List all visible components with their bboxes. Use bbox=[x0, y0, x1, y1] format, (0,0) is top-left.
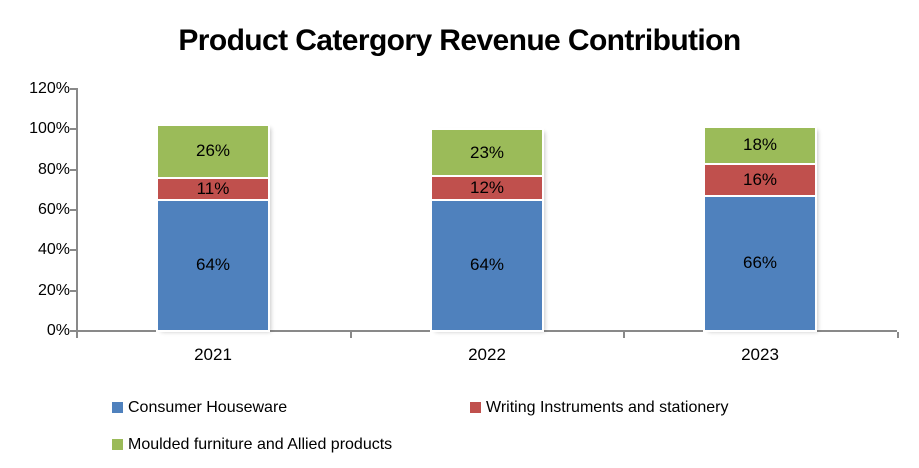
y-axis-label: 80% bbox=[37, 160, 70, 178]
y-axis-tick bbox=[70, 88, 76, 90]
bar-value-label-consumer-2022: 64% bbox=[469, 255, 505, 275]
bar-value-label-moulded-2021: 26% bbox=[195, 141, 231, 161]
segment-writing-2023: 16% bbox=[705, 164, 815, 195]
legend-swatch-moulded bbox=[112, 439, 123, 450]
segment-consumer-2021: 64% bbox=[158, 200, 268, 330]
legend-label-moulded: Moulded furniture and Allied products bbox=[128, 436, 393, 453]
x-axis-label-2023: 2023 bbox=[741, 345, 779, 364]
legend-swatch-consumer bbox=[112, 402, 123, 413]
bar-2022: 23% 12% 64% bbox=[430, 128, 544, 332]
x-axis-tick bbox=[623, 332, 626, 338]
y-axis-tick bbox=[70, 289, 76, 292]
y-axis-label: 60% bbox=[37, 201, 70, 218]
x-axis-tick bbox=[76, 332, 78, 338]
bar-value-label-consumer-2023: 66% bbox=[742, 253, 778, 273]
bar-2021: 26% 11% 64% bbox=[156, 124, 270, 332]
bar-value-label-writing-2021: 11% bbox=[196, 178, 230, 198]
y-axis-label: 100% bbox=[29, 120, 70, 138]
segment-writing-2021: 11% bbox=[158, 178, 268, 199]
bar-value-label-moulded-2023: 18% bbox=[742, 135, 778, 155]
bar-value-label-moulded-2022: 23% bbox=[469, 142, 505, 162]
legend: Consumer Houseware Writing Instruments an… bbox=[0, 390, 919, 468]
legend-label-consumer: Consumer Houseware bbox=[128, 399, 288, 416]
x-axis-label-2022: 2022 bbox=[468, 345, 506, 364]
bar-value-label-consumer-2021: 64% bbox=[195, 255, 231, 275]
plot-area: 0% 20% 40% 60% 80% 100% 120% 26% 11% 64% 2021 23% 12… bbox=[29, 80, 899, 364]
y-axis-label: 40% bbox=[37, 241, 70, 259]
y-axis-line bbox=[76, 88, 78, 332]
bar-value-label-writing-2022: 12% bbox=[469, 177, 505, 197]
y-axis-label: 0% bbox=[46, 322, 70, 339]
segment-consumer-2022: 64% bbox=[432, 200, 542, 330]
legend-label-writing: Writing Instruments and stationery bbox=[486, 399, 729, 416]
x-axis-line bbox=[76, 330, 897, 332]
chart-title: Product Catergory Revenue Contribution bbox=[178, 24, 741, 57]
bar-2023: 18% 16% 66% bbox=[703, 126, 817, 332]
x-axis-tick bbox=[349, 332, 352, 338]
bar-value-label-writing-2023: 16% bbox=[742, 169, 778, 189]
segment-consumer-2023: 66% bbox=[705, 196, 815, 330]
y-axis-tick bbox=[70, 128, 76, 131]
y-axis-tick bbox=[70, 168, 76, 171]
segment-writing-2022: 12% bbox=[432, 176, 542, 199]
y-axis-label: 20% bbox=[37, 281, 70, 299]
legend-swatch-writing bbox=[470, 402, 481, 413]
x-axis-label-2021: 2021 bbox=[194, 345, 232, 364]
y-axis-tick bbox=[70, 249, 76, 252]
x-axis-tick bbox=[897, 332, 899, 338]
segment-moulded-2022: 23% bbox=[432, 130, 542, 175]
segment-moulded-2021: 26% bbox=[158, 126, 268, 177]
segment-moulded-2023: 18% bbox=[705, 128, 815, 163]
y-axis-tick bbox=[70, 330, 76, 332]
y-axis-label: 120% bbox=[29, 80, 70, 97]
y-axis-tick bbox=[70, 209, 76, 211]
